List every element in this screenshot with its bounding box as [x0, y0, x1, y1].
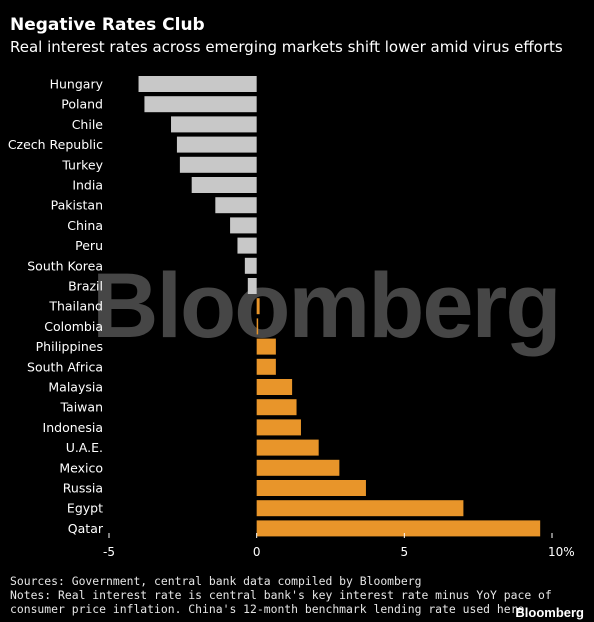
- bar: [256, 500, 464, 517]
- chart-footer: Sources: Government, central bank data c…: [10, 574, 552, 616]
- bar: [244, 257, 257, 274]
- bar-chart: Hungary Poland Chile Czech Republic Turkey In…: [8, 76, 575, 559]
- bar: [176, 136, 257, 153]
- category-label: Hungary: [50, 77, 104, 92]
- footer-notes-line1: Notes: Real interest rate is central ban…: [10, 588, 552, 602]
- bar: [247, 278, 257, 294]
- bar: [256, 520, 541, 537]
- bar: [256, 399, 297, 416]
- bloomberg-brand-logo: Bloomberg: [515, 605, 584, 620]
- bar: [179, 156, 257, 173]
- category-label: Czech Republic: [8, 137, 103, 152]
- footer-sources: Sources: Government, central bank data c…: [10, 574, 422, 588]
- category-label: Chile: [72, 117, 104, 132]
- category-label: Taiwan: [59, 400, 103, 415]
- category-label: Colombia: [44, 319, 103, 334]
- category-label: India: [72, 178, 103, 193]
- category-label: Qatar: [68, 521, 104, 536]
- category-label: Peru: [75, 238, 103, 253]
- bar: [144, 96, 257, 113]
- category-label: Philippines: [36, 339, 103, 354]
- category-label: South Africa: [27, 359, 103, 374]
- bar: [191, 177, 257, 193]
- category-label: U.A.E.: [66, 440, 103, 455]
- bar: [171, 116, 257, 133]
- bar: [256, 298, 260, 315]
- x-tick-label: -5: [103, 545, 115, 559]
- bar: [256, 439, 319, 456]
- bar: [256, 338, 276, 355]
- bar: [256, 480, 366, 496]
- category-label: Malaysia: [48, 380, 103, 395]
- category-label: Brazil: [68, 279, 103, 294]
- bar: [256, 419, 301, 436]
- bar: [237, 237, 257, 254]
- x-tick-label: 5: [401, 545, 409, 559]
- category-label: Thailand: [48, 299, 103, 314]
- category-label: Poland: [61, 97, 103, 112]
- bar: [215, 197, 257, 214]
- category-label: China: [67, 218, 103, 233]
- bar: [256, 318, 259, 335]
- bar: [256, 379, 293, 395]
- bar: [230, 217, 257, 234]
- bar: [256, 358, 276, 375]
- category-label: Egypt: [67, 501, 103, 516]
- category-label: South Korea: [27, 258, 103, 273]
- x-tick-label: 10%: [548, 545, 575, 559]
- footer-notes-line2: consumer price inflation. China's 12-mon…: [10, 602, 525, 616]
- category-label: Mexico: [59, 460, 103, 475]
- chart-title: Negative Rates Club: [10, 15, 205, 35]
- chart-subtitle: Real interest rates across emerging mark…: [10, 38, 563, 56]
- category-label: Turkey: [61, 157, 103, 172]
- bar: [256, 459, 340, 476]
- category-label: Russia: [63, 481, 103, 496]
- category-label: Pakistan: [51, 198, 103, 213]
- category-label: Indonesia: [43, 420, 103, 435]
- x-tick-label: 0: [253, 545, 261, 559]
- bar: [138, 76, 257, 92]
